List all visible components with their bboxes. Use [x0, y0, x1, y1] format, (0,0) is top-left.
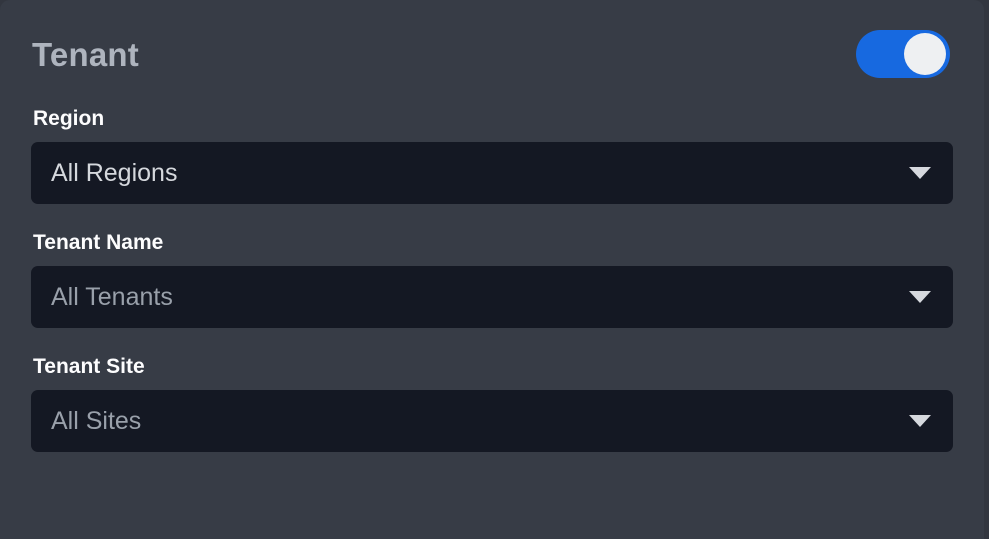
field-label-tenant-name: Tenant Name: [33, 231, 164, 254]
field-tenant-site: Tenant Site All Sites: [31, 356, 953, 452]
spacer: [31, 204, 953, 232]
tenant-name-select-value: All Tenants: [51, 284, 173, 310]
spacer: [31, 328, 953, 356]
tenant-site-select-value: All Sites: [51, 408, 142, 434]
tenant-site-select[interactable]: All Sites: [31, 390, 953, 452]
toggle-knob: [904, 33, 946, 75]
field-region: Region All Regions: [31, 108, 953, 204]
field-tenant-name: Tenant Name All Tenants: [31, 232, 953, 328]
panel-header: Tenant: [31, 0, 953, 108]
field-label-tenant-site: Tenant Site: [33, 355, 145, 378]
tenant-name-select[interactable]: All Tenants: [31, 266, 953, 328]
chevron-down-icon: [909, 167, 931, 179]
page-title: Tenant: [32, 35, 139, 73]
chevron-down-icon: [909, 291, 931, 303]
region-select[interactable]: All Regions: [31, 142, 953, 204]
region-select-value: All Regions: [51, 160, 178, 186]
tenant-enable-toggle[interactable]: [856, 30, 950, 78]
field-label-region: Region: [33, 107, 105, 130]
chevron-down-icon: [909, 415, 931, 427]
